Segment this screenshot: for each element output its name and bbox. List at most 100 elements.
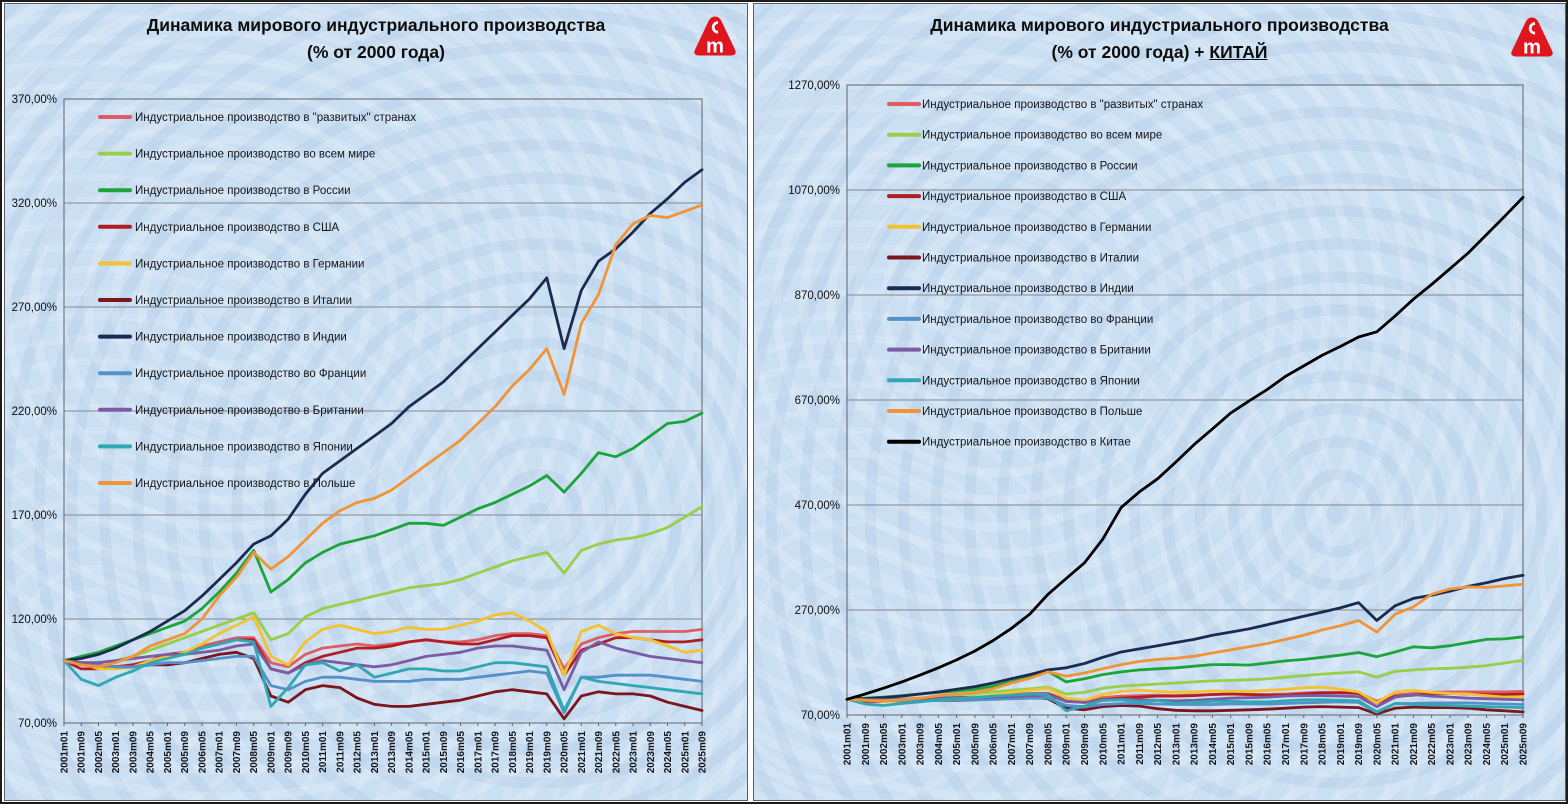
x-axis-tick-label: 2001m09 [861, 723, 872, 766]
y-axis-tick-label: 120,00% [12, 614, 57, 626]
x-axis-tick-label: 2015m09 [1244, 723, 1255, 766]
y-axis-tick-label: 270,00% [12, 302, 57, 314]
legend-label-russia: Индустриальное производство в России [135, 185, 351, 197]
x-axis-tick-label: 2017m01 [473, 731, 484, 774]
legend-label-britain: Индустриальное производство в Британии [135, 405, 364, 417]
line-chart-left: 370,00% 320,00% 270,00% 220,00% 170,00% 120,0… [12, 94, 709, 774]
x-axis-tick-label: 2011m01 [1117, 723, 1128, 765]
series-line-russia [62, 411, 704, 662]
y-axis-tick-label: 470,00% [795, 500, 840, 512]
y-axis-tick-label: 320,00% [12, 198, 57, 210]
x-axis-tick-label: 2003m09 [916, 723, 927, 766]
x-axis-tick-label: 2014m05 [1208, 723, 1219, 766]
plot-border [63, 98, 703, 724]
x-axis-tick-label: 2019m09 [542, 731, 553, 774]
chart-title-left: Динамика мирового индустриального произв… [5, 12, 747, 66]
series-line-poland [62, 203, 704, 669]
legend-label-india: Индустриальное производство в Индии [922, 283, 1134, 295]
y-axis-tick-label: 220,00% [12, 406, 57, 418]
x-axis-tick-label: 2004m05 [934, 723, 945, 766]
x-axis-tick-label: 2005m09 [180, 731, 191, 774]
x-axis-tick-label: 2003m01 [111, 731, 122, 774]
x-axis-tick-label: 2023m01 [629, 731, 640, 774]
series-line-india [845, 573, 1525, 701]
x-axis-tick-label: 2025m01 [1500, 723, 1511, 766]
legend-label-usa: Индустриальное производство в США [135, 222, 340, 234]
y-axis-tick-label: 670,00% [795, 395, 840, 407]
x-axis-tick-label: 2025m09 [1519, 723, 1530, 766]
x-axis-tick-label: 2003m01 [897, 723, 908, 766]
x-axis-tick-label: 2019m09 [1354, 723, 1365, 766]
x-axis-tick-label: 2020m05 [560, 731, 571, 774]
x-axis-tick-label: 2005m01 [952, 723, 963, 766]
x-axis-tick-label: 2006m05 [989, 723, 1000, 766]
plot-border [846, 84, 1524, 716]
legend-label-japan: Индустриальное производство в Японии [135, 441, 353, 453]
legend-label-italy: Индустриальное производство в Италии [922, 253, 1139, 265]
chart-title-right-line2: (% от 2000 года) + КИТАЙ [754, 39, 1565, 66]
legend-label-china: Индустриальное производство в Китае [922, 437, 1131, 449]
y-axis-tick-label: 70,00% [801, 710, 840, 722]
x-axis-tick-label: 2007m01 [1007, 723, 1018, 766]
x-axis-tick-label: 2013m09 [1190, 723, 1201, 766]
legend-label-germany: Индустриальное производство в Германии [922, 222, 1151, 234]
x-axis-tick-label: 2005m09 [970, 723, 981, 766]
x-axis-tick-label: 2009m01 [1062, 723, 1073, 766]
x-axis-tick-label: 2009m09 [1080, 723, 1091, 766]
series-line-japan [845, 692, 1525, 714]
legend-label-poland: Индустриальное производство в Польше [135, 478, 355, 490]
x-axis-tick-label: 2021m09 [1409, 723, 1420, 766]
chart-title-right: Динамика мирового индустриального произв… [754, 12, 1565, 66]
x-axis-tick-label: 2003m09 [128, 731, 139, 774]
x-axis-tick-label: 2011m09 [1135, 723, 1146, 765]
x-axis-tick-label: 2019m01 [525, 731, 536, 774]
legend-label-italy: Индустриальное производство в Италии [135, 295, 352, 307]
legend-label-japan: Индустриальное производство в Японии [922, 375, 1140, 387]
x-axis-tick-label: 2025m01 [680, 731, 691, 774]
chart-title-right-line2-emphasis: КИТАЙ [1209, 42, 1268, 63]
legend-label-developed: Индустриальное производство в "развитых"… [135, 112, 416, 124]
x-axis-tick-label: 2016m05 [456, 731, 467, 774]
x-axis-tick-label: 2007m09 [232, 731, 243, 774]
x-axis-tick-label: 2015m01 [1226, 723, 1237, 766]
legend-label-britain: Индустриальное производство в Британии [922, 345, 1151, 357]
x-axis-tick-label: 2010m05 [1098, 723, 1109, 766]
x-axis-tick-label: 2005m01 [163, 731, 174, 774]
x-axis-tick-label: 2023m09 [1464, 723, 1475, 766]
legend-label-france: Индустриальное производство во Франции [135, 368, 366, 380]
series-line-italy [62, 650, 704, 721]
x-axis-tick-label: 2011m09 [335, 731, 346, 773]
x-axis-tick-label: 2013m09 [387, 731, 398, 774]
y-axis-tick-label: 1270,00% [788, 80, 840, 92]
x-axis-tick-label: 2010m05 [301, 731, 312, 774]
series-line-world [62, 505, 704, 665]
x-axis-tick-label: 2008m05 [1043, 723, 1054, 766]
y-axis-tick-label: 370,00% [12, 94, 57, 106]
series-line-france [62, 655, 704, 714]
x-axis-tick-label: 2006m05 [197, 731, 208, 774]
chart-panel-right: Динамика мирового индустриального произв… [753, 3, 1566, 801]
x-axis-tick-label: 2012m05 [1153, 723, 1164, 766]
legend-label-developed: Индустриальное производство в "развитых"… [922, 99, 1203, 111]
chart-title-left-line2: (% от 2000 года) [307, 42, 445, 63]
series-line-japan [62, 638, 704, 712]
x-axis-tick-label: 2021m01 [577, 731, 588, 774]
svg-text:m: m [706, 36, 724, 58]
legend-label-india: Индустриальное производство в Индии [135, 332, 347, 344]
chart-title-left-line1: Динамика мирового индустриального произв… [146, 15, 606, 35]
y-axis-tick-label: 270,00% [795, 605, 840, 617]
x-axis-tick-label: 2020m05 [1372, 723, 1383, 766]
series-line-india [62, 168, 704, 662]
chart-title-right-line2-prefix: (% от 2000 года) + [1051, 42, 1210, 63]
x-axis-tick-label: 2019m01 [1336, 723, 1347, 766]
x-axis-tick-label: 2007m09 [1025, 723, 1036, 766]
line-chart-right: 1270,00% 1070,00% 870,00% 670,00% 470,00% 270… [788, 80, 1530, 766]
x-axis-tick-label: 2002m05 [94, 731, 105, 774]
svg-text:m: m [1523, 37, 1541, 59]
series-line-russia [845, 635, 1525, 701]
x-axis-tick-label: 2015m01 [422, 731, 433, 774]
x-axis-tick-label: 2012m05 [353, 731, 364, 774]
x-axis-tick-label: 2008m05 [249, 731, 260, 774]
y-axis-tick-label: 870,00% [795, 290, 840, 302]
